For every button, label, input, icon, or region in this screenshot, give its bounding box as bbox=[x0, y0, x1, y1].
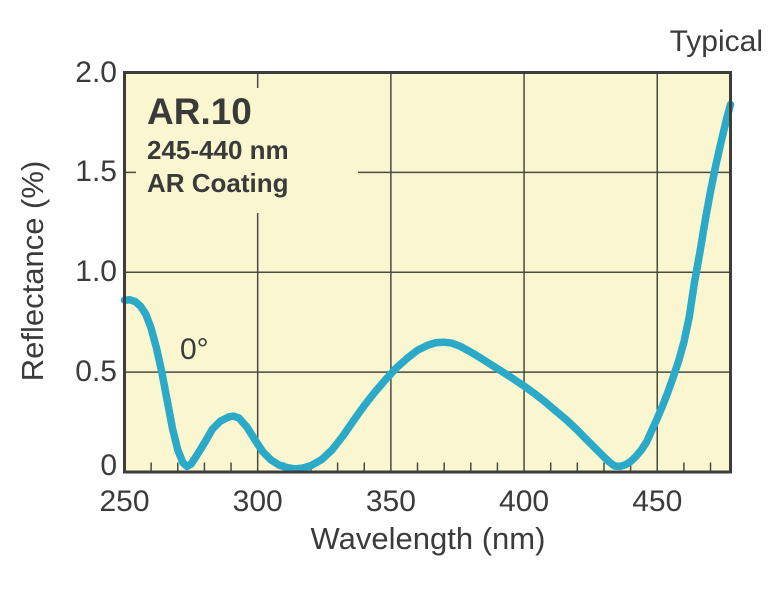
x-tick-label: 400 bbox=[499, 485, 550, 518]
reflectance-curve bbox=[120, 100, 735, 473]
y-tick-label: 0.5 bbox=[75, 355, 117, 389]
x-tick-label: 350 bbox=[365, 485, 416, 518]
plot-border bbox=[123, 71, 732, 474]
annotation-clearing bbox=[136, 88, 358, 213]
coating-type-label: AR Coating bbox=[147, 168, 289, 198]
coating-name-label: AR.10 bbox=[147, 91, 252, 132]
coating-annotation: AR.10 245-440 nm AR Coating bbox=[147, 90, 289, 200]
x-tick-label: 450 bbox=[632, 485, 683, 518]
y-tick-label: 1.0 bbox=[75, 255, 117, 289]
incidence-angle-label: 0° bbox=[180, 333, 209, 366]
typical-label: Typical bbox=[669, 25, 763, 58]
coating-range-label: 245-440 nm bbox=[147, 135, 289, 165]
x-axis-title: Wavelength (nm) bbox=[310, 521, 546, 556]
y-tick-label: 0 bbox=[100, 449, 117, 482]
y-tick-label: 2.0 bbox=[75, 55, 117, 89]
y-tick-label: 1.5 bbox=[75, 155, 117, 189]
x-tick-label: 250 bbox=[99, 485, 150, 518]
x-tick-label: 300 bbox=[232, 485, 283, 518]
